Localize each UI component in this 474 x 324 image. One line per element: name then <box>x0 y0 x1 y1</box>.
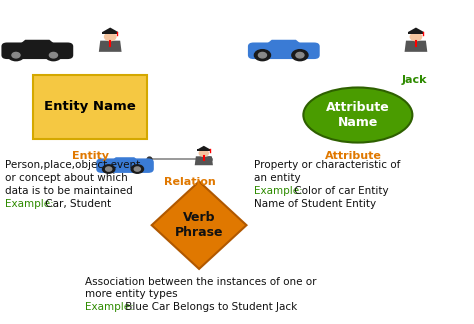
Text: Blue Car Belongs to Student Jack: Blue Car Belongs to Student Jack <box>122 302 298 312</box>
Circle shape <box>106 167 112 171</box>
Polygon shape <box>17 40 57 46</box>
Polygon shape <box>195 156 213 165</box>
Text: Example:: Example: <box>5 199 54 209</box>
FancyBboxPatch shape <box>102 32 118 34</box>
Circle shape <box>134 167 140 171</box>
Circle shape <box>12 52 20 58</box>
Circle shape <box>199 150 209 156</box>
Circle shape <box>46 50 62 61</box>
FancyBboxPatch shape <box>197 149 210 151</box>
Text: Property or characteristic of: Property or characteristic of <box>254 160 400 170</box>
Ellipse shape <box>303 87 412 143</box>
Polygon shape <box>264 40 304 46</box>
Circle shape <box>296 52 304 58</box>
FancyBboxPatch shape <box>248 42 319 59</box>
Circle shape <box>410 33 422 40</box>
FancyBboxPatch shape <box>1 42 73 59</box>
Circle shape <box>255 50 271 61</box>
FancyBboxPatch shape <box>408 32 424 34</box>
Text: Jack: Jack <box>402 75 428 85</box>
Polygon shape <box>197 146 210 149</box>
Text: Attribute: Attribute <box>325 151 382 161</box>
Circle shape <box>102 165 115 173</box>
Polygon shape <box>99 41 121 52</box>
Polygon shape <box>109 157 140 162</box>
Text: Car, Student: Car, Student <box>42 199 111 209</box>
Circle shape <box>49 52 57 58</box>
Text: an entity: an entity <box>254 173 300 183</box>
Polygon shape <box>408 28 424 32</box>
Text: Relation: Relation <box>164 177 216 187</box>
Text: Color of car Entity: Color of car Entity <box>291 186 388 196</box>
Circle shape <box>258 52 266 58</box>
Circle shape <box>131 165 144 173</box>
Text: Example:: Example: <box>85 302 134 312</box>
Text: Entity: Entity <box>72 151 109 161</box>
Text: Attribute
Name: Attribute Name <box>326 101 390 129</box>
Polygon shape <box>152 181 246 269</box>
Circle shape <box>104 33 116 40</box>
Text: Verb
Phrase: Verb Phrase <box>175 211 223 239</box>
FancyBboxPatch shape <box>96 158 154 173</box>
Text: more entity types: more entity types <box>85 289 178 299</box>
Circle shape <box>292 50 308 61</box>
Text: Example:: Example: <box>254 186 302 196</box>
Circle shape <box>8 50 24 61</box>
Text: Entity Name: Entity Name <box>44 100 136 113</box>
Text: Association between the instances of one or: Association between the instances of one… <box>85 277 317 287</box>
Text: data is to be maintained: data is to be maintained <box>5 186 133 196</box>
Text: or concept about which: or concept about which <box>5 173 128 183</box>
Polygon shape <box>404 41 427 52</box>
Polygon shape <box>102 28 118 32</box>
Text: Person,place,object,event: Person,place,object,event <box>5 160 140 170</box>
FancyBboxPatch shape <box>33 75 147 139</box>
Text: Name of Student Entity: Name of Student Entity <box>254 199 376 209</box>
